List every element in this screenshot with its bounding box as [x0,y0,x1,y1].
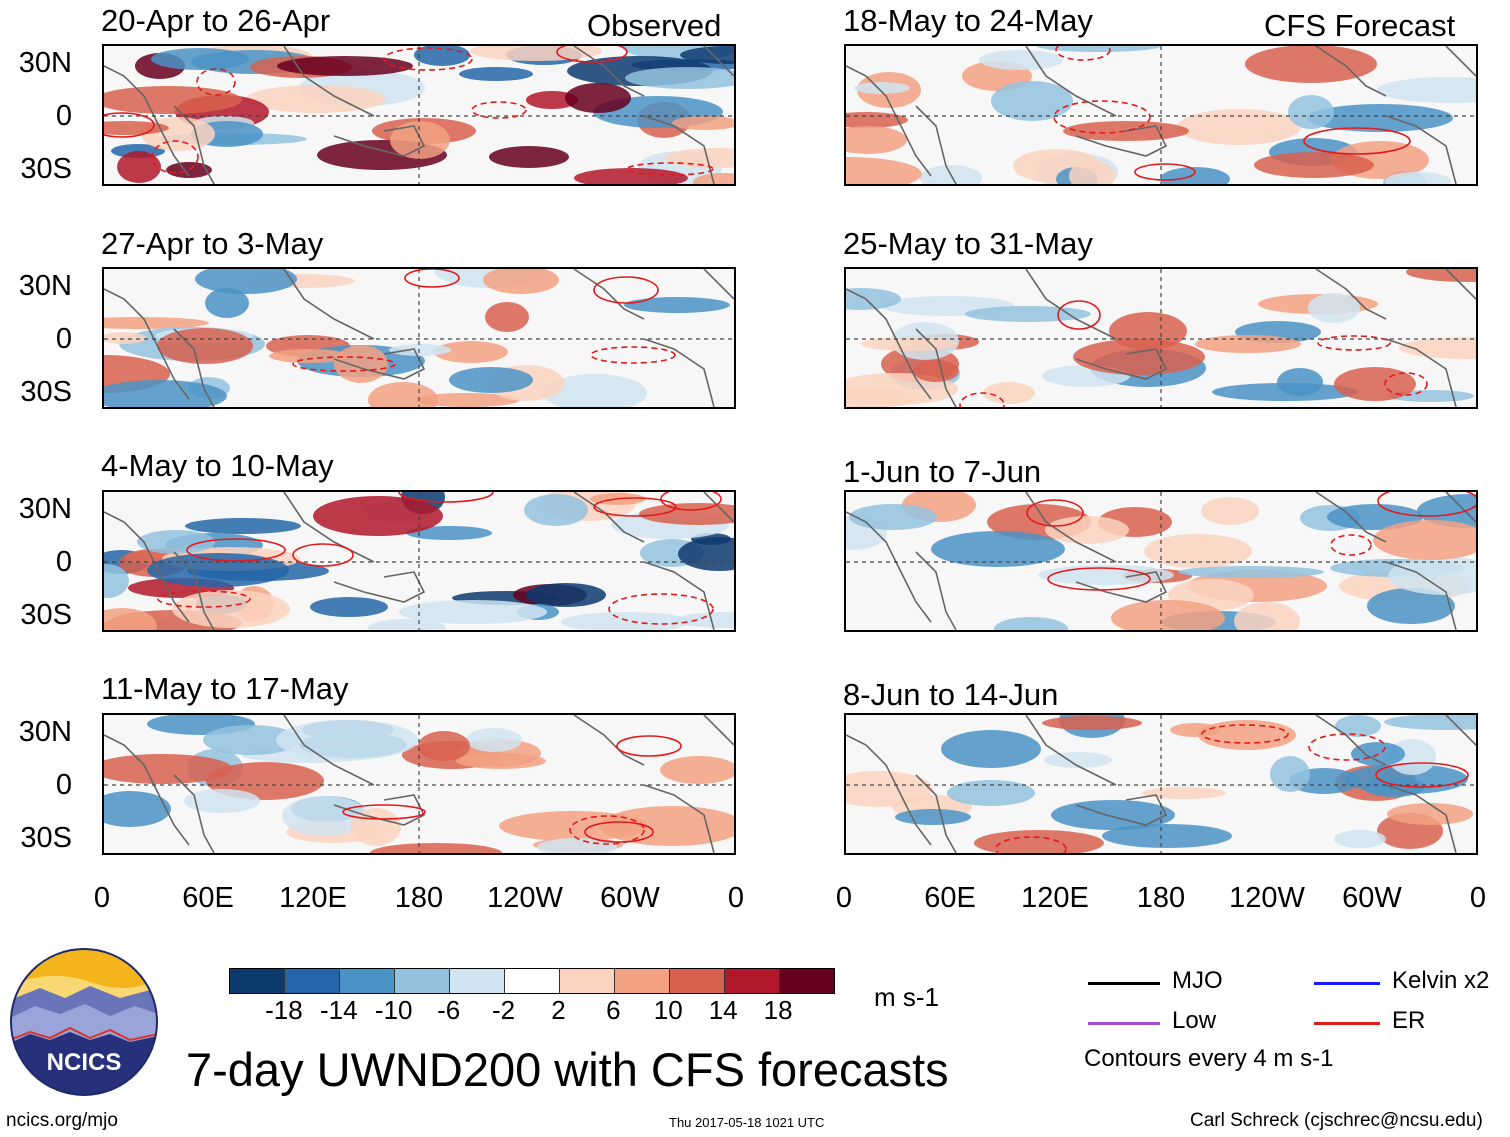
panel-title-right-2: 25-May to 31-May [843,226,1093,261]
lat-label-30s: 30S [20,822,72,854]
anomaly-field [846,269,1476,407]
map-panel-left-1 [102,44,736,186]
legend-mjo-line [1088,982,1160,985]
lon-label-left-180: 180 [394,882,444,914]
ncics-logo: NCICS [10,948,158,1096]
anomaly-field [104,492,734,630]
colorbar-tick-label: -2 [491,995,516,1025]
colorbar [229,968,835,994]
anomaly-field [104,46,734,184]
panel-title-right-4: 8-Jun to 14-Jun [843,677,1059,712]
lat-label-30s: 30S [20,153,72,185]
legend-low-label: Low [1172,1007,1217,1034]
colorbar-swatch [670,969,725,993]
lon-label-right-120w: 120W [1229,882,1305,914]
lon-label-left-120w: 120W [487,882,563,914]
lon-label-right-60w: 60W [1342,882,1402,914]
logo-text: NCICS [47,1049,122,1076]
legend-mjo-label: MJO [1172,967,1223,994]
colorbar-tick-label: -6 [437,995,461,1025]
panel-title-right-1: 18-May to 24-May [843,3,1093,38]
colorbar-swatch [230,969,285,993]
anomaly-field [846,46,1476,184]
colorbar-swatch [615,969,670,993]
anomaly-field [104,269,734,407]
colorbar-swatch [560,969,615,993]
lat-label-30n: 30N [18,47,72,79]
anomaly-field [104,715,734,853]
colorbar-tick-label: 18 [763,995,793,1025]
colorbar-tick-label: 14 [708,995,738,1025]
anomaly-field [846,492,1476,630]
lat-label-30n: 30N [18,716,72,748]
anomaly-field [846,715,1476,853]
lon-label-left-120e: 120E [279,882,347,914]
footer-timestamp: Thu 2017-05-18 1021 UTC [669,1115,825,1130]
map-panel-left-4 [102,713,736,855]
lat-label-eq: 0 [55,769,72,801]
map-panel-right-3 [844,490,1478,632]
map-panel-right-1 [844,44,1478,186]
lat-label-30n: 30N [18,270,72,302]
colorbar-tick-label: -14 [320,995,358,1025]
colorbar-tick-label: -18 [265,995,303,1025]
lat-label-eq: 0 [55,323,72,355]
colorbar-tick-label: 2 [551,995,566,1025]
lon-label-left-0b: 0 [727,882,745,914]
lon-label-left-0: 0 [93,882,111,914]
colorbar-tick-label: 6 [606,995,621,1025]
colorbar-tick-label: -10 [374,995,413,1025]
lon-label-right-0b: 0 [1469,882,1487,914]
panel-title-left-2: 27-Apr to 3-May [101,226,324,261]
colorbar-tick-label: 10 [653,995,683,1025]
colorbar-swatch [780,969,834,993]
legend-kelvin-line [1314,982,1380,985]
colorbar-swatch [285,969,340,993]
panel-title-right-3: 1-Jun to 7-Jun [843,454,1042,489]
cfs-forecast-label: CFS Forecast [1264,8,1456,43]
lat-label-30s: 30S [20,599,72,631]
panel-title-left-1: 20-Apr to 26-Apr [101,3,331,38]
lat-label-eq: 0 [55,100,72,132]
lon-label-right-60e: 60E [924,882,976,914]
footer-url[interactable]: ncics.org/mjo [6,1110,118,1131]
lat-label-30s: 30S [20,376,72,408]
lon-label-left-60w: 60W [600,882,660,914]
lon-label-right-120e: 120E [1021,882,1089,914]
panel-title-left-3: 4-May to 10-May [101,448,334,483]
observed-label: Observed [587,8,722,43]
legend-kelvin-label: Kelvin x2 [1392,967,1490,994]
map-panel-left-3 [102,490,736,632]
lon-label-left-60e: 60E [182,882,234,914]
lat-label-30n: 30N [18,493,72,525]
colorbar-swatch [725,969,780,993]
lon-label-right-0: 0 [835,882,853,914]
panel-title-left-4: 11-May to 17-May [101,671,349,706]
main-title: 7-day UWND200 with CFS forecasts [186,1043,949,1096]
colorbar-swatch [450,969,505,993]
lat-label-eq: 0 [55,546,72,578]
colorbar-swatch [395,969,450,993]
colorbar-units: m s-1 [874,982,939,1012]
legend-low-line [1088,1022,1160,1025]
colorbar-swatch [505,969,560,993]
footer-credit: Carl Schreck (cjschrec@ncsu.edu) [1190,1110,1483,1131]
colorbar-swatch [340,969,395,993]
map-panel-right-2 [844,267,1478,409]
legend-er-label: ER [1392,1007,1426,1034]
lon-label-right-180: 180 [1136,882,1186,914]
map-panel-left-2 [102,267,736,409]
map-panel-right-4 [844,713,1478,855]
legend-er-line [1314,1022,1380,1025]
contours-note: Contours every 4 m s-1 [1084,1045,1334,1072]
